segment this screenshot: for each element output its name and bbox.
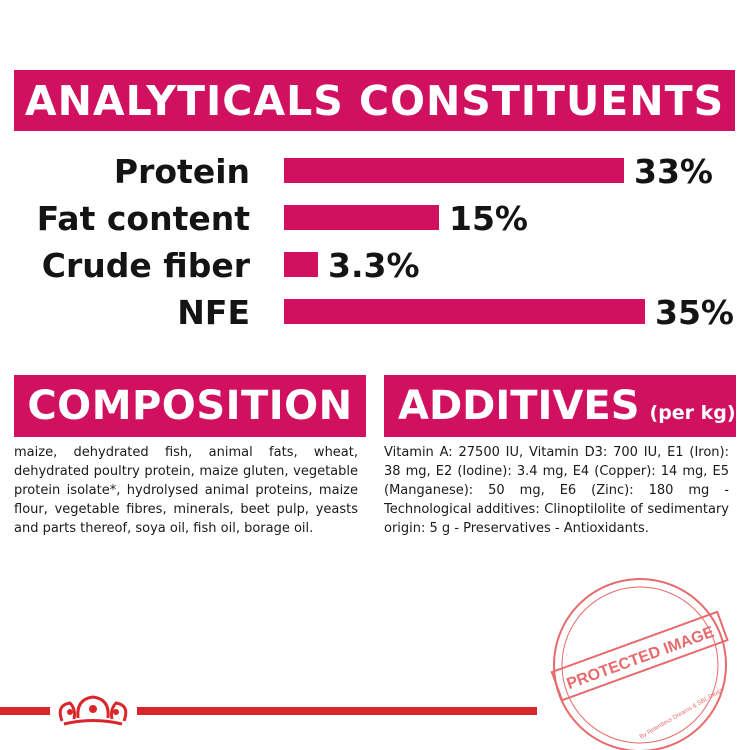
analytics-title: ANALYTICALS CONSTITUENTS xyxy=(24,76,725,125)
additives-text: Vitamin A: 27500 IU, Vitamin D3: 700 IU,… xyxy=(384,445,729,536)
analytics-label: Crude fiber xyxy=(41,246,250,285)
analytics-row-fiber: Crude fiber 3.3% xyxy=(0,246,750,286)
analytics-row-nfe: NFE 35% xyxy=(0,293,750,333)
additives-banner: ADDITIVES (per kg) xyxy=(384,375,736,437)
additives-title: ADDITIVES xyxy=(398,383,640,429)
footer-line-right xyxy=(137,707,537,715)
composition-text: maize, dehydrated fish, animal fats, whe… xyxy=(14,445,358,536)
footer-line-left xyxy=(0,707,50,715)
analytics-value: 33% xyxy=(634,152,713,191)
analytics-label: NFE xyxy=(177,293,250,332)
analytics-bar xyxy=(284,252,318,277)
additives-subtitle: (per kg) xyxy=(649,402,736,424)
composition-title: COMPOSITION xyxy=(27,383,353,429)
crown-icon xyxy=(58,695,128,726)
analytics-bar xyxy=(284,205,439,230)
analytics-row-protein: Protein 33% xyxy=(0,152,750,192)
analytics-bar xyxy=(284,158,624,183)
composition-banner: COMPOSITION xyxy=(14,375,366,437)
analytics-label: Fat content xyxy=(36,199,250,238)
analytics-value: 3.3% xyxy=(328,246,420,285)
analytics-bar xyxy=(284,299,645,324)
analytics-banner: ANALYTICALS CONSTITUENTS xyxy=(14,70,735,131)
analytics-label: Protein xyxy=(113,152,250,191)
analytics-row-fat: Fat content 15% xyxy=(0,199,750,239)
analytics-value: 35% xyxy=(655,293,734,332)
protected-image-stamp-icon: PROTECTED IMAGE By Relentless Dreams & S… xyxy=(550,578,729,750)
analytics-value: 15% xyxy=(449,199,528,238)
